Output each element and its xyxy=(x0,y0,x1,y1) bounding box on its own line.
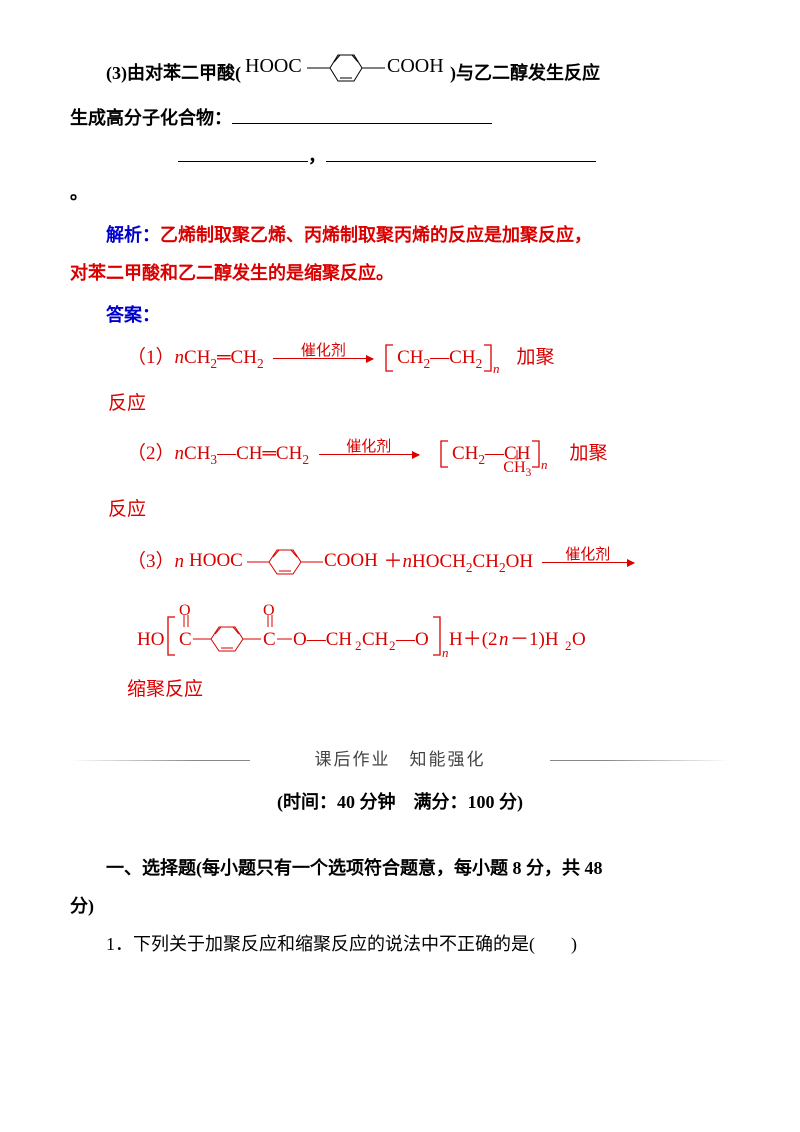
fill-blank-3[interactable] xyxy=(326,139,596,162)
analysis-text-1: 乙烯制取聚乙烯、丙烯制取聚丙烯的反应是加聚反应， xyxy=(160,225,592,245)
cooh-text: COOH xyxy=(387,55,444,77)
svg-text:H＋(2: H＋(2 xyxy=(449,629,498,650)
svg-text:—O: —O xyxy=(395,629,429,650)
eq2: （2）nCH3—CH═CH2 催化剂 CH2—CHCH3n 加聚 xyxy=(127,431,730,477)
svg-text:O—CH: O—CH xyxy=(293,629,352,650)
eq3-type: 缩聚反应 xyxy=(127,667,730,713)
eq2-lhs: CH3—CH═CH2 xyxy=(184,443,309,464)
eq3-num: （3） xyxy=(127,551,175,572)
divider-label: 课后作业 知能强化 xyxy=(301,742,500,778)
svg-text:－1)H: －1)H xyxy=(510,629,559,650)
svg-text:CH: CH xyxy=(362,629,389,650)
eq3-line1: （3）n HOOC COOH ＋nHOCH2CH2OH 催化剂 xyxy=(127,539,730,585)
svg-text:n: n xyxy=(541,457,548,472)
eq1-num: （1） xyxy=(127,347,175,368)
svg-text:O: O xyxy=(572,629,586,650)
eq1-type2: 反应 xyxy=(108,381,730,427)
catalyst-label-3: 催化剂 xyxy=(538,537,638,573)
eq2-num: （2） xyxy=(127,443,175,464)
q1-text: 1．下列关于加聚反应和缩聚反应的说法中不正确的是( ) xyxy=(106,934,577,954)
svg-text:O: O xyxy=(263,602,275,619)
svg-text:2: 2 xyxy=(389,638,396,653)
eq3-glycol: HOCH2CH2OH xyxy=(412,551,533,572)
svg-text:COOH: COOH xyxy=(324,550,378,571)
answer-equations: （1）nCH2═CH2 催化剂 CH2—CH2n 加聚 反应 （2）nCH3—C… xyxy=(70,335,730,713)
catalyst-label-1: 催化剂 xyxy=(268,333,378,369)
svg-text:n: n xyxy=(499,629,509,650)
period: 。 xyxy=(70,183,88,203)
eq2-rhs: CH2—CHCH3 xyxy=(452,443,530,464)
eq3-product: HO C O C xyxy=(137,623,627,644)
eq2-type: 加聚 xyxy=(569,443,607,464)
comma: ， xyxy=(308,146,326,166)
eq1: （1）nCH2═CH2 催化剂 CH2—CH2n 加聚 xyxy=(127,335,730,381)
eq3-n2: n xyxy=(403,551,413,572)
eq1-n: n xyxy=(175,347,185,368)
svg-text:n: n xyxy=(493,361,500,376)
q3-after: )与乙二醇发生反应 xyxy=(450,63,600,83)
analysis-text-2: 对苯二甲酸和乙二醇发生的是缩聚反应。 xyxy=(70,263,394,283)
svg-text:n: n xyxy=(442,645,449,660)
page-container: (3)由对苯二甲酸( HOOC COOH )与乙二醇发生反应 生成高分子化合物： xyxy=(0,0,800,1132)
svg-text:HOOC: HOOC xyxy=(189,550,243,571)
eq3-line2: HO C O C xyxy=(137,605,731,665)
svg-text:HO: HO xyxy=(137,629,164,650)
divider-gradient-right xyxy=(550,760,730,761)
svg-text:2: 2 xyxy=(355,638,362,653)
eq3-n1: n xyxy=(175,551,185,572)
answer-label: 答案： xyxy=(106,305,160,325)
eq1-type: 加聚 xyxy=(516,347,554,368)
timing-info: (时间：40 分钟 满分：100 分) xyxy=(70,784,730,822)
section-heading-1: 一、选择题(每小题只有一个选项符合题意，每小题 8 分，共 48 xyxy=(106,858,603,878)
eq3-lhs: HOOC COOH xyxy=(184,551,384,572)
eq2-n: n xyxy=(175,443,185,464)
svg-text:C: C xyxy=(179,629,192,650)
analysis-label: 解析： xyxy=(106,225,160,245)
eq1-lhs: CH2═CH2 xyxy=(184,347,264,368)
svg-text:O: O xyxy=(179,602,191,619)
terephthalic-acid-formula: HOOC COOH xyxy=(245,50,445,100)
hooc-text: HOOC xyxy=(245,55,302,77)
eq2-type2: 反应 xyxy=(108,477,730,533)
fill-blank-1[interactable] xyxy=(232,101,492,124)
section-divider: 课后作业 知能强化 xyxy=(70,741,730,779)
catalyst-label-2: 催化剂 xyxy=(314,429,424,465)
q3-label: (3)由对苯二甲酸( xyxy=(106,63,241,83)
analysis-block: 解析：乙烯制取聚乙烯、丙烯制取聚丙烯的反应是加聚反应， 对苯二甲酸和乙二醇发生的… xyxy=(70,217,730,293)
svg-text:C: C xyxy=(263,629,276,650)
divider-gradient-left xyxy=(70,760,250,761)
eq1-rhs: CH2—CH2 xyxy=(397,347,482,368)
svg-text:2: 2 xyxy=(565,638,572,653)
fill-blank-2[interactable] xyxy=(178,139,308,162)
question-block: (3)由对苯二甲酸( HOOC COOH )与乙二醇发生反应 生成高分子化合物： xyxy=(70,50,730,213)
q3-line2: 生成高分子化合物： xyxy=(70,108,232,128)
plus-sign: ＋ xyxy=(384,551,403,572)
section-heading-2: 分) xyxy=(70,896,94,916)
